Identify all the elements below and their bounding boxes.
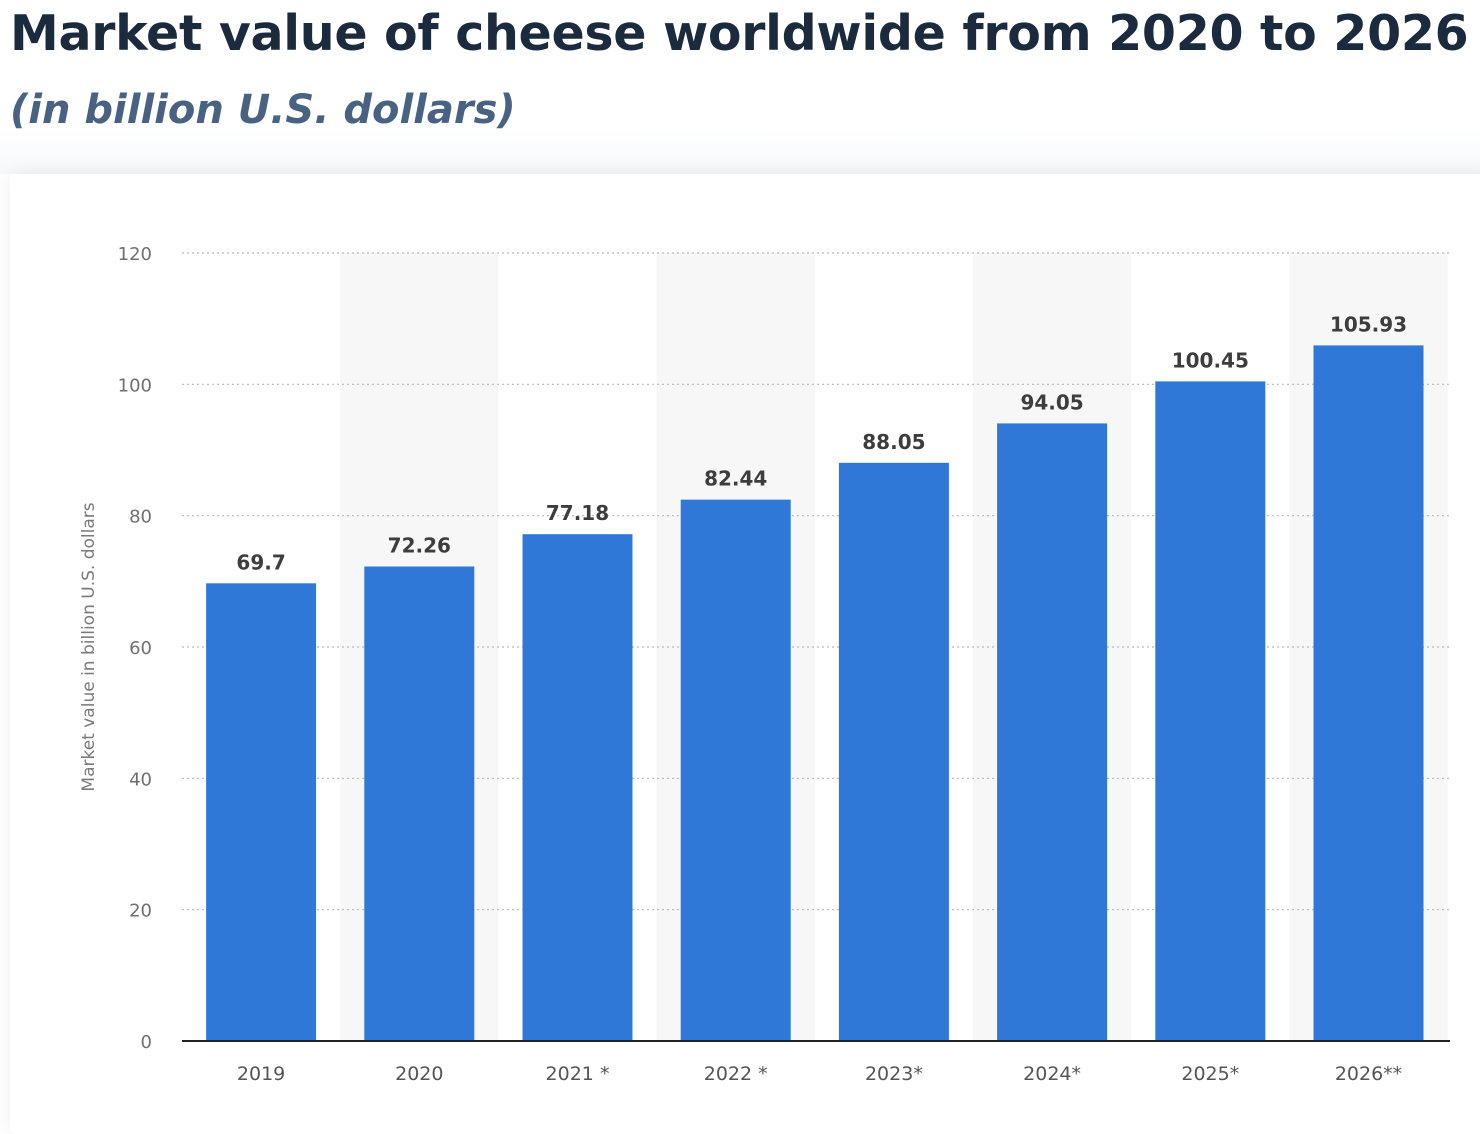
data-label: 105.93	[1330, 312, 1407, 336]
x-tick-label: 2019	[237, 1063, 285, 1085]
y-tick-label: 0	[141, 1032, 152, 1053]
y-axis-title: Market value in billion U.S. dollars	[79, 502, 99, 791]
data-label: 72.26	[388, 533, 451, 557]
data-label: 77.18	[546, 501, 609, 525]
value-labels: 69.7 72.26 77.18 82.44 88.05 94.05 100.45 105.9…	[236, 312, 1407, 574]
x-tick-label: 2023*	[865, 1063, 923, 1085]
x-tick-label: 2021 *	[546, 1063, 610, 1085]
x-tick-label: 2025*	[1181, 1063, 1239, 1085]
y-tick-label: 20	[129, 901, 152, 922]
x-axis-labels: 2019 2020 2021 * 2022 * 2023* 2024* 2025* 2026*…	[237, 1063, 1402, 1085]
y-tick-label: 80	[129, 507, 152, 528]
bars	[206, 345, 1424, 1042]
bar[interactable]	[997, 423, 1108, 1041]
y-axis-ticks: 0 20 40 60 80 100 120	[118, 244, 152, 1053]
bar[interactable]	[1155, 381, 1266, 1042]
page-subtitle: (in billion U.S. dollars)	[10, 87, 516, 133]
x-tick-label: 2026**	[1335, 1063, 1402, 1085]
bar[interactable]	[838, 462, 949, 1041]
page-title: Market value of cheese worldwide from 20…	[10, 5, 1469, 62]
bar[interactable]	[680, 499, 791, 1041]
data-label: 94.05	[1020, 390, 1083, 414]
y-tick-label: 120	[118, 244, 152, 265]
x-tick-label: 2024*	[1023, 1063, 1081, 1085]
y-tick-label: 40	[129, 769, 152, 790]
data-label: 100.45	[1172, 348, 1249, 372]
bar[interactable]	[206, 583, 317, 1041]
data-label: 82.44	[704, 467, 767, 491]
bar[interactable]	[364, 566, 475, 1041]
x-tick-label: 2020	[395, 1063, 443, 1085]
bar[interactable]	[1313, 345, 1424, 1041]
y-tick-label: 100	[118, 375, 152, 396]
header-shade	[0, 130, 1480, 174]
data-label: 88.05	[862, 430, 925, 454]
y-tick-label: 60	[129, 638, 152, 659]
x-tick-label: 2022 *	[704, 1063, 768, 1085]
bar[interactable]	[522, 534, 633, 1041]
data-label: 69.7	[236, 550, 285, 574]
